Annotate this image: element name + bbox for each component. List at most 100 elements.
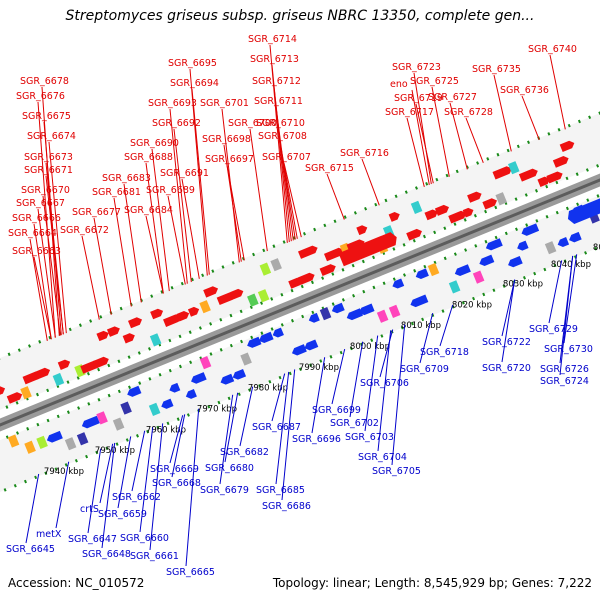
- forward-gene: [559, 140, 575, 153]
- gene-label: SGR_6714: [248, 34, 297, 45]
- reverse-gene: [240, 352, 252, 366]
- gene-label: SGR_6710: [256, 118, 305, 129]
- leader-line: [379, 329, 394, 378]
- leader-line: [415, 103, 434, 184]
- gene-label: SGR_6724: [540, 376, 589, 387]
- scale-label: 7970 kbp: [197, 405, 237, 415]
- reverse-gene: [199, 356, 212, 370]
- gene-label: crtS: [80, 504, 99, 515]
- leader-line: [349, 341, 364, 418]
- reverse-gene: [517, 240, 529, 251]
- scale-label: 8000 kbp: [350, 342, 390, 352]
- leader-line: [117, 436, 132, 509]
- gene-label: SGR_6686: [262, 501, 311, 512]
- forward-gene: [203, 286, 219, 298]
- leader-line: [169, 108, 188, 284]
- gene-label: SGR_6717: [385, 107, 434, 118]
- gene-label: SGR_6729: [529, 324, 578, 335]
- leader-line: [151, 148, 170, 292]
- gene-label: SGR_6692: [152, 118, 201, 129]
- gene-label: SGR_6668: [152, 478, 201, 489]
- gene-label: SGR_6662: [112, 492, 161, 503]
- gene-label: SGR_6675: [22, 111, 71, 122]
- reverse-gene: [521, 223, 540, 236]
- leader-line: [123, 183, 142, 303]
- forward-gene: [6, 392, 23, 404]
- reverse-gene: [24, 440, 36, 454]
- forward-gene: [462, 207, 474, 218]
- leader-line: [548, 260, 563, 324]
- leader-line: [364, 335, 379, 432]
- gene-label: SGR_6680: [205, 463, 254, 474]
- reverse-gene: [448, 280, 461, 294]
- leader-line: [493, 74, 512, 152]
- reverse-gene: [191, 372, 207, 384]
- reverse-gene: [112, 417, 125, 431]
- track-bands: [0, 111, 600, 494]
- reverse-gene: [232, 368, 247, 380]
- leader-line: [449, 102, 468, 170]
- gene-label: SGR_6712: [252, 76, 301, 87]
- scale-label: 7990 kbp: [299, 363, 339, 373]
- gene-label: SGR_6674: [27, 131, 76, 142]
- scale-label: 7950 kbp: [95, 446, 135, 456]
- forward-track-band: [0, 113, 600, 410]
- gene-label: SGR_6659: [98, 509, 147, 520]
- leader-line: [219, 394, 234, 485]
- forward-gene: [57, 359, 71, 370]
- gene-label: SGR_6718: [420, 347, 469, 358]
- gene-label: SGR_6664: [8, 228, 57, 239]
- reverse-gene: [220, 373, 235, 385]
- reverse-gene: [36, 435, 48, 449]
- gene-label: SGR_6669: [150, 464, 199, 475]
- scale-label: 7980 kbp: [248, 384, 288, 394]
- gene-label: SGR_6694: [170, 78, 219, 89]
- reverse-gene: [479, 254, 495, 267]
- gene-label: SGR_6685: [256, 485, 305, 496]
- leader-line: [145, 215, 164, 294]
- reverse-track-band: [0, 195, 600, 492]
- gene-label: SGR_6672: [60, 225, 109, 236]
- leader-line: [48, 141, 67, 334]
- forward-gene: [338, 232, 397, 267]
- leader-line: [559, 255, 574, 376]
- gene-features: [0, 140, 600, 454]
- leader-line: [191, 88, 210, 275]
- gene-label: SGR_6645: [6, 544, 55, 555]
- scale-label: 7960 kbp: [146, 425, 186, 435]
- scale-label: 8040 kbp: [551, 260, 591, 270]
- forward-gene: [187, 306, 200, 317]
- leader-line: [139, 427, 154, 533]
- reverse-gene: [359, 303, 375, 316]
- leader-line: [271, 373, 286, 422]
- forward-gene: [297, 245, 318, 259]
- gene-label: SGR_6722: [482, 337, 531, 348]
- reverse-gene: [46, 430, 63, 443]
- gene-label: SGR_6725: [410, 76, 459, 87]
- gene-label: SGR_6713: [250, 54, 299, 65]
- forward-gene: [388, 212, 400, 222]
- gene-label: SGR_6683: [102, 173, 151, 184]
- forward-gene: [259, 262, 272, 276]
- leader-line: [361, 158, 380, 206]
- forward-gene: [356, 225, 368, 236]
- reverse-gene: [427, 262, 440, 277]
- scale-ticks: 7940 kbp 7950 kbp 7960 kbp 7970 kbp 7980 kbp…: [44, 243, 600, 477]
- gene-label: SGR_6647: [68, 534, 117, 545]
- leader-line: [501, 279, 516, 363]
- leader-line: [45, 175, 64, 335]
- topology-summary: Topology: linear; Length: 8,545,929 bp; …: [272, 576, 592, 590]
- gene-label: SGR_6709: [400, 364, 449, 375]
- forward-gene: [128, 317, 143, 329]
- reverse-gene: [508, 255, 523, 268]
- forward-gene: [537, 176, 550, 188]
- backbone-center: [0, 178, 600, 427]
- gene-label: SGR_6702: [330, 418, 379, 429]
- scale-label: 7940 kbp: [44, 467, 84, 477]
- reverse-gene: [247, 336, 262, 348]
- gene-label: SGR_6677: [72, 207, 121, 218]
- forward-gene: [163, 314, 181, 327]
- leader-line: [181, 178, 200, 279]
- scale-label: 8020 kbp: [452, 300, 492, 310]
- gene-label: SGR_6671: [24, 165, 73, 176]
